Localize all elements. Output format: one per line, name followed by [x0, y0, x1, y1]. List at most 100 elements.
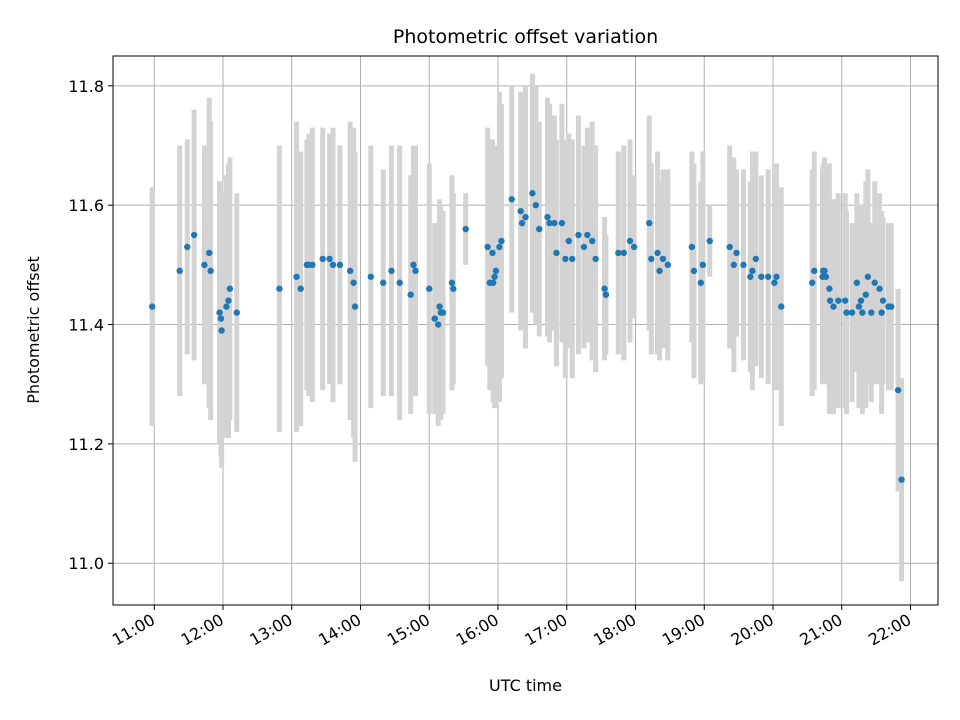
- data-point: [351, 303, 359, 310]
- data-point: [551, 219, 558, 227]
- data-point: [216, 309, 223, 316]
- data-point: [346, 267, 354, 275]
- data-point: [553, 249, 560, 257]
- data-point: [491, 273, 498, 280]
- data-point: [218, 327, 225, 334]
- data-point: [569, 255, 576, 263]
- data-point: [276, 285, 283, 292]
- data-point: [826, 297, 834, 304]
- data-point: [747, 273, 754, 280]
- data-point: [835, 297, 842, 304]
- data-point: [853, 279, 861, 286]
- data-points: [148, 190, 905, 483]
- data-point: [699, 261, 707, 269]
- data-point: [764, 273, 772, 280]
- data-point: [309, 261, 316, 269]
- data-point: [752, 255, 760, 263]
- data-point: [436, 303, 443, 310]
- data-point: [544, 213, 551, 221]
- data-point: [326, 255, 333, 263]
- data-point: [733, 249, 740, 257]
- y-tick-label: 11.4: [68, 316, 104, 335]
- data-point: [749, 267, 756, 275]
- data-point: [329, 261, 337, 269]
- y-tick-label: 11.0: [68, 554, 104, 573]
- data-point: [646, 219, 653, 227]
- data-point: [697, 279, 705, 286]
- data-point: [602, 291, 610, 298]
- data-point: [434, 321, 442, 328]
- data-point: [855, 303, 863, 310]
- data-point: [821, 267, 828, 275]
- data-point: [536, 225, 543, 233]
- data-point: [562, 255, 569, 263]
- data-point: [518, 219, 526, 227]
- data-point: [630, 243, 638, 251]
- data-point: [871, 279, 878, 286]
- data-point: [532, 201, 540, 209]
- data-point: [462, 225, 469, 233]
- data-point: [843, 309, 850, 316]
- data-point: [822, 273, 830, 280]
- data-point: [439, 309, 447, 316]
- data-point: [648, 255, 655, 263]
- data-point: [864, 273, 872, 280]
- axes-frame: [112, 55, 939, 606]
- data-point: [588, 237, 596, 245]
- data-point: [517, 207, 524, 215]
- data-point: [841, 297, 849, 304]
- data-point: [450, 285, 457, 292]
- data-point: [584, 231, 591, 239]
- data-point: [206, 249, 213, 257]
- data-point: [217, 315, 225, 322]
- data-point: [336, 261, 344, 269]
- data-point: [894, 386, 902, 394]
- data-point: [773, 273, 780, 280]
- data-point: [297, 285, 304, 292]
- data-point: [857, 297, 865, 304]
- chart-title: Photometric offset variation: [393, 26, 658, 48]
- data-point: [848, 309, 856, 316]
- data-point: [706, 237, 713, 245]
- data-point: [379, 279, 387, 286]
- data-point: [879, 297, 887, 304]
- data-point: [223, 303, 230, 310]
- y-tick-label: 11.8: [68, 77, 104, 96]
- data-point: [778, 303, 785, 310]
- data-point: [529, 190, 536, 197]
- data-point: [207, 267, 214, 275]
- data-point: [580, 243, 588, 251]
- y-tick-label: 11.6: [68, 196, 104, 215]
- data-point: [878, 309, 885, 316]
- data-point: [626, 237, 634, 245]
- data-point: [489, 249, 496, 257]
- data-point: [664, 261, 672, 269]
- data-point: [426, 285, 433, 292]
- x-axis-label: UTC time: [489, 676, 562, 695]
- data-point: [367, 273, 375, 280]
- data-point: [876, 285, 883, 292]
- data-point: [396, 279, 403, 286]
- data-point: [592, 255, 599, 263]
- data-point: [412, 267, 419, 275]
- data-point: [492, 267, 500, 275]
- data-point: [862, 291, 870, 298]
- data-point: [808, 279, 816, 286]
- data-point: [233, 309, 240, 316]
- data-point: [148, 303, 156, 310]
- data-point: [868, 309, 875, 316]
- data-point: [771, 279, 778, 286]
- data-point: [496, 243, 503, 251]
- data-point: [730, 261, 738, 269]
- data-point: [726, 243, 733, 251]
- data-point: [448, 279, 456, 286]
- data-point: [565, 237, 573, 245]
- data-point: [546, 219, 553, 227]
- data-point: [201, 261, 208, 269]
- data-point: [176, 267, 183, 275]
- data-point: [826, 285, 833, 292]
- data-point: [522, 213, 529, 221]
- data-point: [888, 303, 895, 310]
